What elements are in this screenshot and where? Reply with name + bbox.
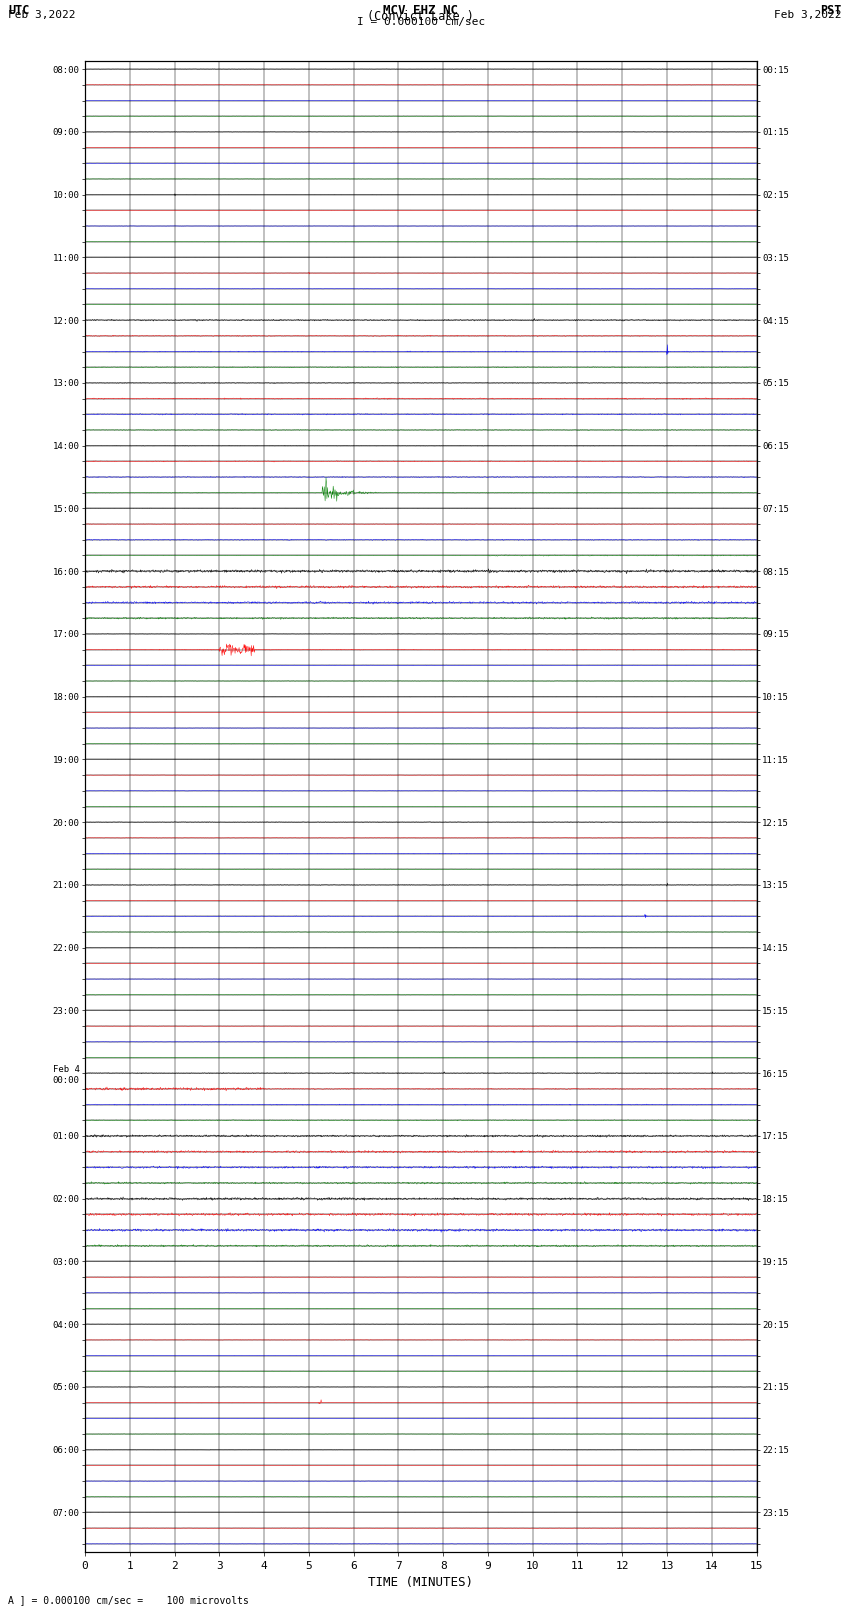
Text: MCV EHZ NC: MCV EHZ NC <box>383 5 458 18</box>
Text: Feb 3,2022: Feb 3,2022 <box>774 11 842 21</box>
Text: (Convict Lake ): (Convict Lake ) <box>367 11 474 24</box>
Text: PST: PST <box>820 5 842 18</box>
X-axis label: TIME (MINUTES): TIME (MINUTES) <box>368 1576 473 1589</box>
Text: I = 0.000100 cm/sec: I = 0.000100 cm/sec <box>357 18 484 27</box>
Text: UTC: UTC <box>8 5 30 18</box>
Text: Feb 3,2022: Feb 3,2022 <box>8 11 76 21</box>
Text: A ] = 0.000100 cm/sec =    100 microvolts: A ] = 0.000100 cm/sec = 100 microvolts <box>8 1595 249 1605</box>
